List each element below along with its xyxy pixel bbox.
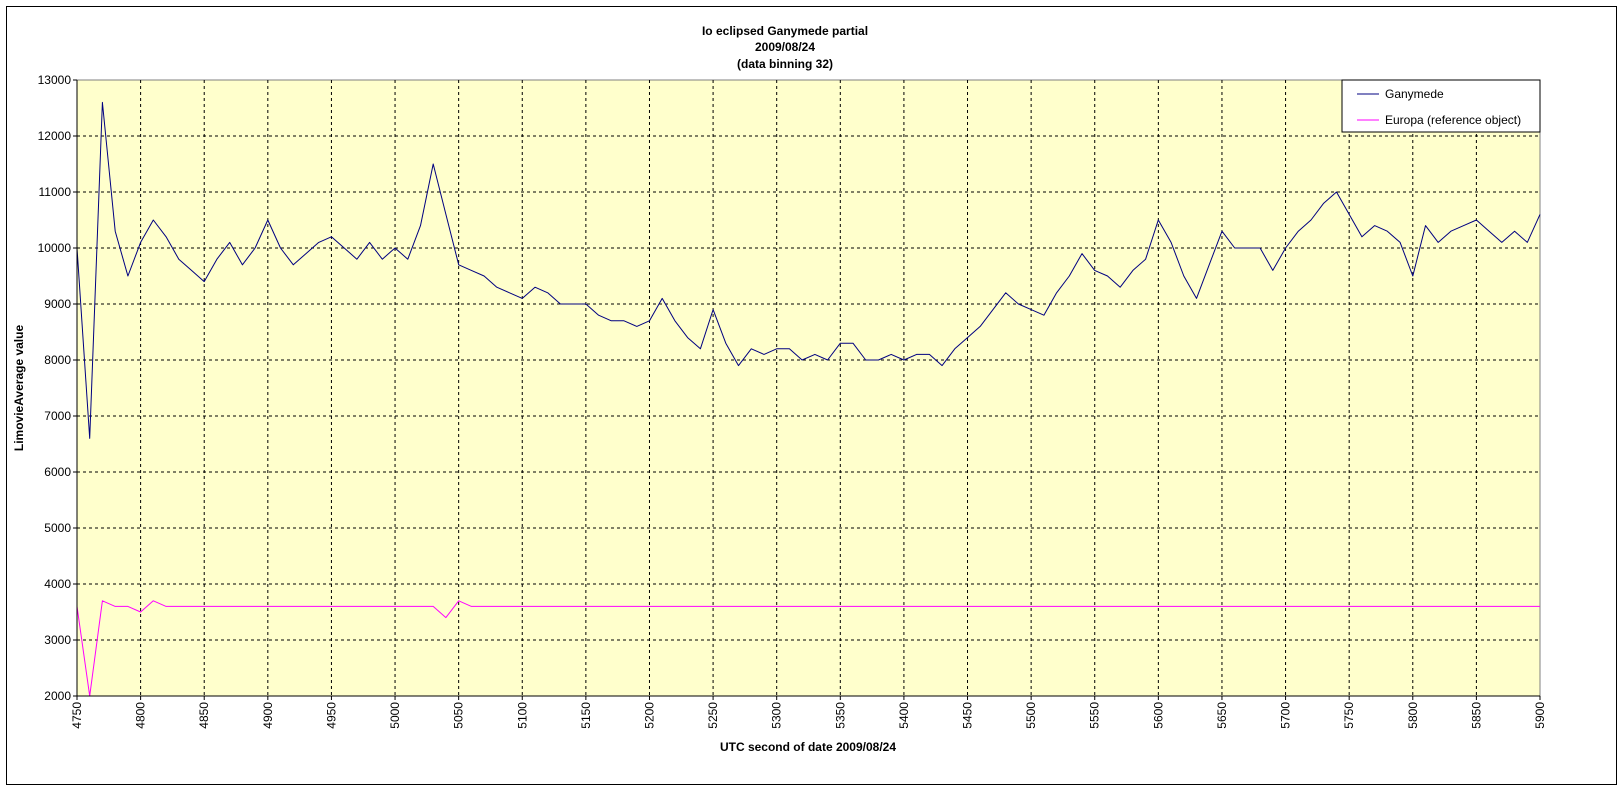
y-tick-label: 5000 <box>44 521 71 535</box>
x-tick-label: 5150 <box>579 702 593 729</box>
x-tick-label: 5250 <box>706 702 720 729</box>
plot-area <box>76 79 1541 697</box>
chart-title-line-3: (data binning 32) <box>737 57 833 71</box>
y-axis-label: LimovieAverage value <box>12 325 26 452</box>
y-tick-label: 8000 <box>44 353 71 367</box>
y-tick-label: 3000 <box>44 633 71 647</box>
x-tick-label: 5050 <box>452 702 466 729</box>
x-tick-label: 5450 <box>961 702 975 729</box>
y-tick-label: 12000 <box>38 129 72 143</box>
x-tick-label: 5900 <box>1533 702 1547 729</box>
x-tick-label: 5750 <box>1342 702 1356 729</box>
x-axis-label: UTC second of date 2009/08/24 <box>720 740 896 754</box>
x-tick-label: 5500 <box>1024 702 1038 729</box>
grid-lines <box>77 80 1540 696</box>
x-tick-label: 5650 <box>1215 702 1229 729</box>
legend: Ganymede Europa (reference object) <box>1341 79 1541 133</box>
x-tick-label: 5550 <box>1088 702 1102 729</box>
x-tick-label: 5400 <box>897 702 911 729</box>
chart-title: Io eclipsed Ganymede partial 2009/08/24 … <box>702 24 868 71</box>
chart-svg: Io eclipsed Ganymede partial 2009/08/24 … <box>12 24 1547 754</box>
y-tick-label: 4000 <box>44 577 71 591</box>
chart-frame: Io eclipsed Ganymede partial 2009/08/24 … <box>6 6 1617 785</box>
x-tick-label: 5800 <box>1406 702 1420 729</box>
x-tick-labels: 4750 4800 4850 4900 4950 5000 5050 5100 5150 5200… <box>70 702 1547 729</box>
x-tick-label: 5100 <box>515 702 529 729</box>
x-tick-label: 4750 <box>70 702 84 729</box>
axes <box>73 79 1541 700</box>
y-tick-label: 6000 <box>44 465 71 479</box>
x-tick-label: 4850 <box>197 702 211 729</box>
x-tick-label: 5850 <box>1469 702 1483 729</box>
x-tick-label: 4900 <box>261 702 275 729</box>
x-tick-label: 4950 <box>324 702 338 729</box>
y-tick-label: 2000 <box>44 689 71 703</box>
y-tick-label: 13000 <box>38 73 72 87</box>
x-tick-label: 5350 <box>833 702 847 729</box>
x-tick-label: 5200 <box>642 702 656 729</box>
legend-box <box>1341 79 1541 133</box>
series-line-ganymede <box>76 101 1541 439</box>
x-tick-label: 5300 <box>770 702 784 729</box>
y-tick-label: 7000 <box>44 409 71 423</box>
x-tick-label: 4800 <box>134 702 148 729</box>
series-line-europa <box>76 600 1540 697</box>
x-tick-label: 5700 <box>1279 702 1293 729</box>
chart-title-line-1: Io eclipsed Ganymede partial <box>702 24 868 38</box>
y-tick-labels: 2000 3000 4000 5000 6000 7000 8000 9000 10000 110… <box>38 73 72 703</box>
y-tick-label: 10000 <box>38 241 72 255</box>
chart-title-line-2: 2009/08/24 <box>755 40 815 54</box>
y-tick-label: 9000 <box>44 297 71 311</box>
series-lines <box>76 101 1541 697</box>
y-tick-label: 11000 <box>39 185 72 199</box>
x-tick-label: 5000 <box>388 702 402 729</box>
legend-label-europa: Europa (reference object) <box>1385 113 1521 127</box>
legend-label-ganymede: Ganymede <box>1385 87 1444 101</box>
x-tick-label: 5600 <box>1151 702 1165 729</box>
